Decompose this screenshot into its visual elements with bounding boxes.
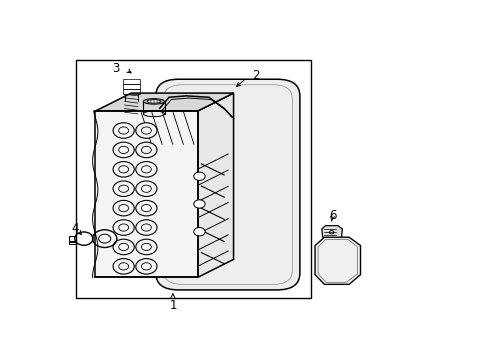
Circle shape [113, 239, 134, 255]
Circle shape [193, 200, 205, 208]
Text: 6: 6 [329, 209, 336, 222]
Bar [122, 79, 139, 84]
Text: 3: 3 [112, 62, 120, 75]
Circle shape [136, 239, 157, 255]
Bar [68, 242, 75, 244]
Circle shape [136, 201, 157, 216]
Text: 4: 4 [72, 222, 79, 235]
Bar [76, 60, 311, 298]
Text: 1: 1 [169, 299, 176, 312]
Text: 2: 2 [252, 68, 260, 82]
Bar [122, 89, 139, 94]
Bar [95, 111, 197, 278]
Polygon shape [321, 226, 342, 237]
Circle shape [193, 172, 205, 180]
Circle shape [113, 201, 134, 216]
Ellipse shape [143, 99, 164, 104]
Polygon shape [197, 93, 233, 278]
Circle shape [136, 162, 157, 177]
FancyBboxPatch shape [156, 79, 299, 290]
Bar [68, 236, 75, 242]
Circle shape [136, 258, 157, 274]
Circle shape [113, 162, 134, 177]
Circle shape [193, 228, 205, 236]
Circle shape [136, 181, 157, 197]
Circle shape [136, 123, 157, 138]
Text: 5: 5 [94, 222, 102, 235]
Circle shape [113, 123, 134, 138]
Circle shape [136, 220, 157, 235]
Circle shape [113, 258, 134, 274]
Circle shape [136, 142, 157, 158]
Polygon shape [314, 237, 360, 284]
Circle shape [113, 220, 134, 235]
Bar [122, 84, 139, 89]
Circle shape [113, 181, 134, 197]
Circle shape [113, 142, 134, 158]
Polygon shape [95, 93, 233, 111]
